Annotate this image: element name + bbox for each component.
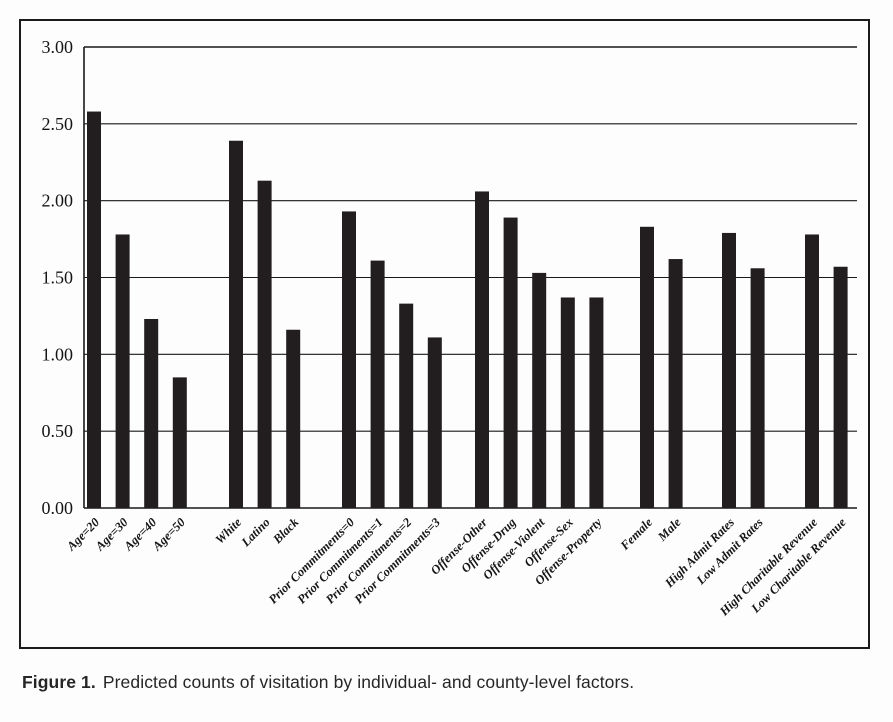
bar-female: [640, 226, 654, 509]
x-tick-label: Male: [654, 515, 684, 545]
figure-caption: Figure 1. Predicted counts of visitation …: [22, 672, 862, 693]
y-tick-label: 1.00: [42, 344, 74, 364]
bar-white: [229, 140, 243, 508]
bar-offense-violent: [532, 272, 547, 508]
bar-low-admit-rates: [750, 268, 765, 508]
x-tick-label: White: [213, 515, 245, 547]
y-tick-label: 2.00: [42, 191, 74, 211]
bar-offense-property: [589, 297, 604, 508]
bar-latino: [257, 180, 272, 508]
bar-offense-drug: [503, 217, 518, 508]
x-tick-label: Female: [617, 515, 655, 553]
figure-frame: 0.00 0.50 1.00 1.50 2.00 2.50 3.00 Age=20 Age=30…: [19, 19, 870, 649]
y-tick-label: 2.50: [42, 114, 74, 134]
bar-black: [286, 329, 301, 508]
figure-caption-label: Figure 1.: [22, 672, 96, 692]
x-tick-label: Latino: [238, 515, 273, 550]
y-tick-label: 0.50: [42, 421, 74, 441]
bar-high-charitable-revenue: [805, 234, 819, 508]
bar-prior-commitments-2: [399, 303, 414, 508]
x-tick-label: Age=50: [149, 515, 188, 554]
bar-low-charitable-revenue: [833, 266, 848, 508]
bar-prior-commitments-3: [427, 337, 442, 508]
bar-age-30: [115, 234, 130, 508]
bar-prior-commitments-0: [342, 211, 356, 508]
bar-male: [668, 259, 683, 508]
bar-chart: 0.000.501.001.502.002.503.00Age=20Age=30…: [42, 37, 857, 619]
bar-offense-other: [475, 191, 489, 509]
y-tick-label: 0.00: [42, 498, 74, 518]
bar-age-20: [87, 111, 101, 508]
y-tick-label: 3.00: [42, 37, 74, 57]
bar-prior-commitments-1: [370, 260, 385, 508]
y-tick-label: 1.50: [42, 268, 74, 288]
bar-offense-sex: [560, 297, 575, 508]
x-tick-label: Black: [270, 515, 302, 547]
bar-age-40: [144, 318, 159, 508]
bar-age-50: [172, 377, 187, 508]
figure-caption-text: Predicted counts of visitation by indivi…: [102, 672, 635, 692]
bar-high-admit-rates: [722, 232, 736, 509]
